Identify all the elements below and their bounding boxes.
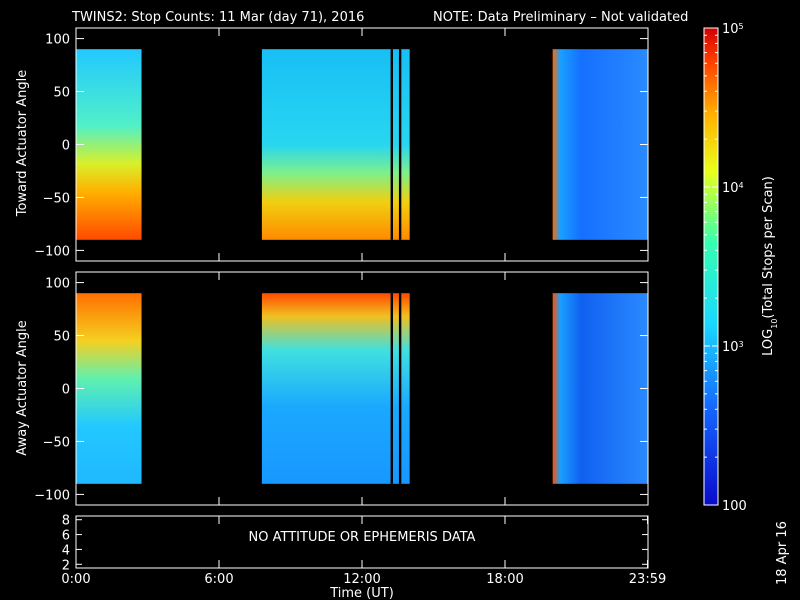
middle-y-axis-label: Away Actuator Angle bbox=[15, 320, 30, 455]
x-tick-label: 0:00 bbox=[61, 572, 90, 587]
middle-y-ticks: 100 50 0 −50 −100 bbox=[34, 272, 649, 505]
top-heatmap bbox=[76, 49, 648, 240]
data-block bbox=[261, 49, 410, 240]
middle-heatmap bbox=[76, 293, 648, 484]
colorbar-label-log: LOG bbox=[761, 329, 776, 356]
y-tick-label: 0 bbox=[62, 383, 70, 398]
data-block bbox=[261, 293, 410, 484]
colorbar: 105 104 103 100 LOG10(Total Stops per Scan) bbox=[703, 22, 779, 514]
top-y-ticks: 100 50 0 −50 −100 bbox=[34, 28, 649, 261]
y-tick-label: −100 bbox=[34, 488, 70, 503]
colorbar-tick-label: 100 bbox=[722, 499, 747, 514]
colorbar-tick-label: 105 bbox=[722, 22, 744, 38]
data-block bbox=[552, 49, 648, 240]
y-tick-label: 100 bbox=[45, 277, 70, 292]
y-tick-label: −100 bbox=[34, 244, 70, 259]
data-gap bbox=[390, 293, 393, 484]
chart-title: TWINS2: Stop Counts: 11 Mar (day 71), 20… bbox=[71, 10, 364, 25]
y-tick-label: 4 bbox=[62, 543, 70, 558]
data-block bbox=[76, 49, 142, 240]
no-data-message: NO ATTITUDE OR EPHEMERIS DATA bbox=[249, 530, 476, 545]
colorbar-tick-label: 104 bbox=[722, 181, 744, 197]
y-tick-label: 6 bbox=[62, 529, 70, 544]
time-axis-ticks: 0:00 6:00 12:00 18:00 23:59 bbox=[61, 516, 666, 587]
y-tick-label: 50 bbox=[53, 86, 70, 101]
top-panel: 100 50 0 −50 −100 Toward Actuator Angle bbox=[15, 27, 649, 262]
y-tick-label: −50 bbox=[43, 435, 70, 450]
data-block bbox=[76, 293, 142, 484]
x-tick-label: 18:00 bbox=[486, 572, 523, 587]
y-tick-label: 2 bbox=[62, 558, 70, 573]
y-tick-label: 0 bbox=[62, 139, 70, 154]
data-gap bbox=[398, 293, 402, 484]
x-tick-label: 6:00 bbox=[204, 572, 233, 587]
colorbar-tick-label: 103 bbox=[722, 340, 744, 356]
y-tick-label: −50 bbox=[43, 191, 70, 206]
y-tick-label: 8 bbox=[62, 514, 70, 529]
preliminary-note: NOTE: Data Preliminary – Not validated bbox=[433, 10, 688, 25]
middle-panel: 100 50 0 −50 −100 Away Actuator Angle bbox=[15, 271, 649, 506]
colorbar-frame bbox=[703, 27, 719, 506]
data-block bbox=[552, 293, 648, 484]
data-gap bbox=[398, 49, 402, 240]
colorbar-gradient bbox=[704, 28, 718, 505]
colorbar-ticks: 105 104 103 100 bbox=[704, 22, 747, 514]
y-tick-label: 100 bbox=[45, 33, 70, 48]
colorbar-label-rest: (Total Stops per Scan) bbox=[761, 176, 776, 318]
x-tick-label: 23:59 bbox=[629, 572, 666, 587]
y-tick-label: 50 bbox=[53, 330, 70, 345]
x-tick-label: 12:00 bbox=[343, 572, 380, 587]
colorbar-label-sub: 10 bbox=[770, 319, 779, 329]
data-gap bbox=[390, 49, 393, 240]
colorbar-label: LOG10(Total Stops per Scan) bbox=[761, 176, 779, 356]
top-y-axis-label: Toward Actuator Angle bbox=[15, 70, 30, 217]
date-stamp: 18 Apr 16 bbox=[775, 521, 790, 585]
time-axis-label: Time (UT) bbox=[329, 586, 394, 600]
